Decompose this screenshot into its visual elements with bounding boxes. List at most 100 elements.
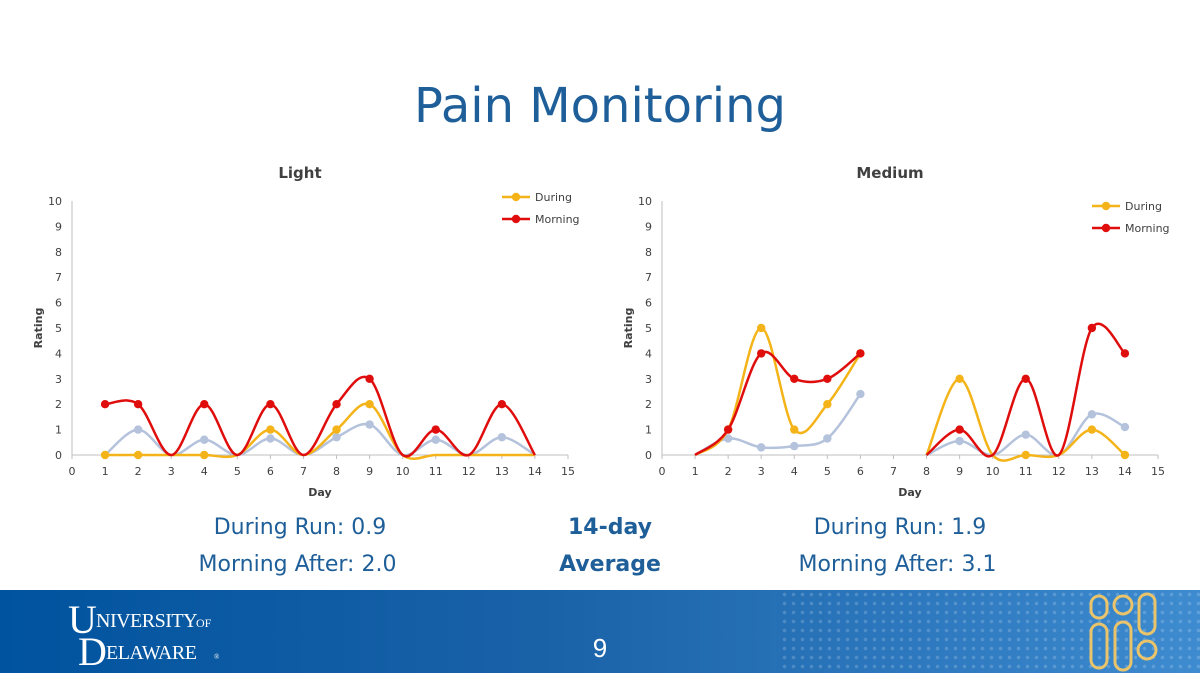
- y-tick-label: 9: [55, 220, 62, 233]
- data-point-morning: [823, 374, 832, 383]
- data-point-during: [200, 450, 209, 460]
- data-point-morning: [757, 349, 766, 358]
- legend-label-morning: Morning: [1125, 222, 1170, 235]
- data-point-unlabeled: [497, 433, 507, 442]
- footer-decoration: [1089, 592, 1158, 672]
- y-tick-label: 5: [55, 322, 62, 335]
- legend-swatch-marker: [1101, 201, 1111, 211]
- x-tick-label: 3: [168, 465, 175, 478]
- data-point-morning: [723, 425, 733, 434]
- series-line-unlabeled: [694, 393, 862, 457]
- data-point-morning: [133, 400, 143, 409]
- chart-title: Medium: [856, 164, 923, 182]
- data-point-unlabeled: [133, 425, 143, 434]
- x-tick-label: 0: [69, 465, 76, 478]
- y-axis-label: Rating: [32, 308, 45, 349]
- average-label-line1: 14-day: [567, 515, 652, 540]
- average-label-line2: Average: [559, 552, 661, 577]
- data-point-unlabeled: [723, 434, 733, 443]
- y-axis-label: Rating: [622, 308, 635, 349]
- data-point-morning: [1087, 323, 1097, 333]
- data-point-unlabeled: [332, 433, 341, 442]
- data-point-unlabeled: [856, 389, 865, 399]
- data-point-unlabeled: [365, 420, 374, 429]
- data-point-morning: [266, 400, 275, 409]
- logo-university-text: NIVERSITY: [96, 610, 197, 632]
- x-tick-label: 4: [791, 465, 798, 478]
- y-tick-label: 5: [645, 322, 652, 335]
- x-tick-label: 15: [561, 465, 575, 478]
- data-point-unlabeled: [955, 436, 964, 446]
- logo-of-text: OF: [196, 616, 212, 630]
- x-tick-label: 14: [528, 465, 542, 478]
- svg-text:U: U: [68, 599, 97, 642]
- series-line-during: [105, 402, 535, 460]
- data-point-morning: [955, 425, 964, 434]
- data-point-morning: [1021, 374, 1030, 383]
- x-tick-label: 10: [396, 465, 410, 478]
- x-tick-label: 12: [462, 465, 476, 478]
- legend-label-morning: Morning: [535, 213, 580, 226]
- y-tick-label: 3: [55, 373, 62, 386]
- series-line-morning: [104, 375, 537, 458]
- x-tick-label: 5: [234, 465, 241, 478]
- medium-during-average: During Run: 1.9: [813, 515, 987, 540]
- series-line-morning: [694, 350, 862, 457]
- y-tick-label: 8: [55, 246, 62, 259]
- x-tick-label: 1: [692, 465, 699, 478]
- data-point-during: [1021, 450, 1030, 460]
- data-point-during: [823, 400, 832, 409]
- x-tick-label: 3: [758, 465, 765, 478]
- data-point-unlabeled: [823, 434, 832, 443]
- x-tick-label: 9: [366, 465, 373, 478]
- data-point-during: [365, 400, 374, 409]
- x-tick-label: 7: [300, 465, 307, 478]
- x-tick-label: 8: [923, 465, 930, 478]
- logo-delaware-text: ELAWARE: [106, 642, 197, 664]
- y-tick-label: 7: [645, 271, 652, 284]
- x-tick-label: 0: [659, 465, 666, 478]
- data-point-during: [955, 374, 964, 383]
- y-tick-label: 4: [645, 347, 652, 360]
- x-tick-label: 5: [824, 465, 831, 478]
- data-point-during: [790, 425, 799, 434]
- y-tick-label: 8: [645, 246, 652, 259]
- data-point-morning: [200, 400, 209, 409]
- svg-text:®: ®: [214, 653, 220, 661]
- data-point-morning: [332, 400, 341, 409]
- x-tick-label: 4: [201, 465, 208, 478]
- x-tick-label: 2: [725, 465, 732, 478]
- x-tick-label: 13: [495, 465, 509, 478]
- data-point-during: [100, 450, 110, 460]
- data-point-during: [1087, 425, 1097, 434]
- light-during-average: During Run: 0.9: [213, 515, 387, 540]
- data-point-unlabeled: [266, 434, 275, 443]
- data-point-unlabeled: [200, 435, 209, 444]
- x-axis-label: Day: [308, 486, 331, 499]
- y-tick-label: 6: [645, 297, 652, 310]
- x-tick-label: 12: [1052, 465, 1066, 478]
- x-axis-label: Day: [898, 486, 921, 499]
- y-tick-label: 9: [645, 220, 652, 233]
- data-point-during: [757, 323, 766, 333]
- x-tick-label: 15: [1151, 465, 1165, 478]
- y-tick-label: 7: [55, 271, 62, 284]
- y-tick-label: 10: [638, 195, 652, 208]
- medium-morning-average: Morning After: 3.1: [798, 552, 997, 577]
- x-tick-label: 8: [333, 465, 340, 478]
- y-tick-label: 1: [645, 424, 652, 437]
- y-tick-label: 2: [645, 398, 652, 411]
- chart-title: Light: [278, 164, 321, 182]
- university-of-delaware-logo: U D NIVERSITY OF ELAWARE ®: [68, 599, 220, 669]
- y-tick-label: 4: [55, 347, 62, 360]
- data-point-unlabeled: [757, 443, 766, 452]
- data-point-morning: [1120, 349, 1130, 358]
- y-tick-label: 6: [55, 297, 62, 310]
- legend-swatch-marker: [511, 214, 521, 224]
- y-tick-label: 10: [48, 195, 62, 208]
- x-tick-label: 9: [956, 465, 963, 478]
- data-point-morning: [431, 425, 440, 434]
- x-tick-label: 2: [135, 465, 142, 478]
- light-morning-average: Morning After: 2.0: [198, 552, 397, 577]
